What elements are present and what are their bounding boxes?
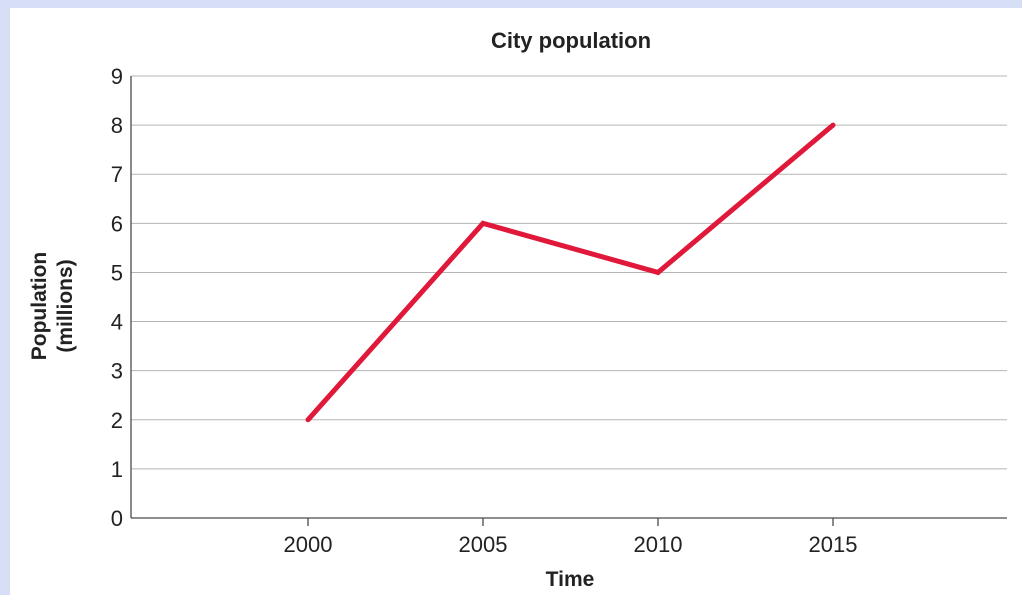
y-tick-label: 3 [111,359,123,384]
x-tick-labels: 2000 2005 2010 2015 [284,518,858,557]
data-point [305,417,311,423]
y-tick-label: 0 [111,506,123,531]
x-axis-title: Time [546,568,595,591]
x-tick-label: 2015 [809,532,858,557]
y-tick-label: 1 [111,457,123,482]
line-chart: 0 1 2 3 4 5 6 7 8 9 2000 2005 2010 2015 City populat… [28,28,1007,591]
y-axis-title: Population (millions) [28,252,77,361]
y-tick-label: 5 [111,260,123,285]
y-tick-label: 4 [111,310,123,335]
chart-title: City population [491,28,651,53]
x-tick-label: 2010 [634,532,683,557]
chart-panel: 0 1 2 3 4 5 6 7 8 9 2000 2005 2010 2015 City populat… [10,8,1022,595]
data-point [480,220,486,226]
x-tick-label: 2005 [459,532,508,557]
x-tick-label: 2000 [284,532,333,557]
grid-lines [131,75,1007,470]
y-tick-label: 6 [111,211,123,236]
y-tick-label: 2 [111,408,123,433]
series-lines [305,122,836,423]
y-axis-title-line-2: (millions) [54,259,77,352]
y-tick-label: 8 [111,113,123,138]
data-point [655,269,661,275]
y-tick-labels: 0 1 2 3 4 5 6 7 8 9 [111,64,123,531]
data-point [830,122,836,128]
y-tick-label: 9 [111,64,123,89]
y-axis-title-line-1: Population [28,252,51,361]
y-tick-label: 7 [111,162,123,187]
series-line [306,123,835,422]
